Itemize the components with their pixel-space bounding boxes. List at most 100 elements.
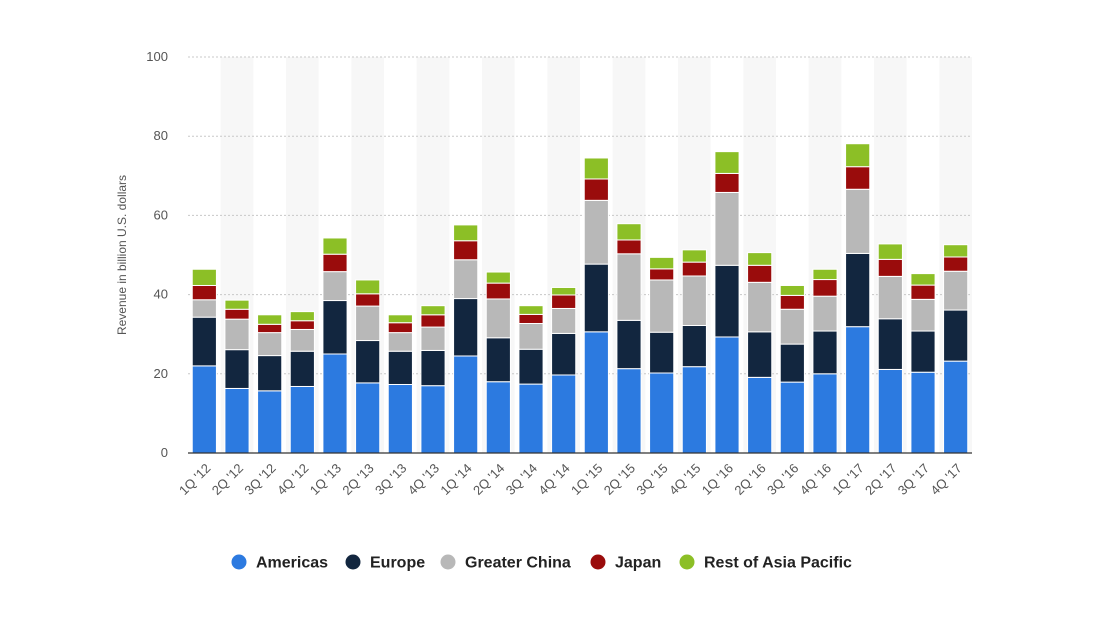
bar-segment[interactable]	[322, 300, 348, 355]
bar-segment[interactable]	[355, 305, 381, 342]
bar-segment[interactable]	[453, 240, 479, 261]
bar-segment[interactable]	[747, 252, 773, 266]
bar-segment[interactable]	[518, 313, 544, 325]
bar-segment[interactable]	[910, 273, 936, 286]
bar-segment[interactable]	[845, 166, 871, 190]
bar-segment[interactable]	[224, 299, 250, 310]
bar-segment[interactable]	[714, 191, 740, 266]
bar-segment[interactable]	[224, 387, 250, 454]
bar-segment[interactable]	[747, 376, 773, 454]
bar-segment[interactable]	[387, 383, 413, 454]
bar-segment[interactable]	[289, 311, 315, 322]
legend-item[interactable]: Europe	[345, 554, 426, 572]
bar-segment[interactable]	[257, 355, 283, 392]
bar-segment[interactable]	[355, 340, 381, 384]
bar-segment[interactable]	[420, 385, 446, 454]
bar-segment[interactable]	[551, 286, 577, 296]
bar-segment[interactable]	[485, 282, 511, 300]
bar-segment[interactable]	[355, 382, 381, 454]
legend-item[interactable]: Japan	[590, 554, 662, 572]
bar-segment[interactable]	[845, 252, 871, 328]
bar-segment[interactable]	[485, 271, 511, 284]
bar-segment[interactable]	[943, 244, 969, 258]
bar-segment[interactable]	[322, 253, 348, 273]
bar-segment[interactable]	[649, 331, 675, 374]
bar-segment[interactable]	[453, 259, 479, 300]
bar-segment[interactable]	[191, 268, 217, 286]
bar-segment[interactable]	[681, 324, 707, 368]
bar-segment[interactable]	[779, 308, 805, 345]
bar-segment[interactable]	[943, 270, 969, 311]
bar-segment[interactable]	[779, 294, 805, 310]
bar-segment[interactable]	[551, 307, 577, 334]
bar-segment[interactable]	[779, 284, 805, 296]
bar-segment[interactable]	[583, 157, 609, 180]
bar-segment[interactable]	[910, 330, 936, 373]
bar-segment[interactable]	[420, 326, 446, 351]
bar-segment[interactable]	[681, 275, 707, 326]
bar-segment[interactable]	[257, 323, 283, 334]
bar-segment[interactable]	[257, 314, 283, 325]
bar-segment[interactable]	[420, 349, 446, 387]
bar-segment[interactable]	[649, 268, 675, 281]
bar-segment[interactable]	[812, 330, 838, 375]
bar-segment[interactable]	[583, 178, 609, 201]
bar-segment[interactable]	[714, 336, 740, 454]
bar-segment[interactable]	[747, 264, 773, 283]
bar-segment[interactable]	[943, 360, 969, 454]
bar-segment[interactable]	[518, 383, 544, 454]
bar-segment[interactable]	[714, 264, 740, 338]
bar-segment[interactable]	[877, 258, 903, 277]
bar-segment[interactable]	[485, 337, 511, 383]
bar-segment[interactable]	[322, 271, 348, 302]
bar-segment[interactable]	[289, 320, 315, 330]
bar-segment[interactable]	[812, 373, 838, 454]
bar-segment[interactable]	[649, 256, 675, 270]
bar-segment[interactable]	[649, 372, 675, 454]
bar-segment[interactable]	[257, 332, 283, 357]
bar-segment[interactable]	[191, 299, 217, 318]
bar-segment[interactable]	[551, 332, 577, 376]
bar-segment[interactable]	[681, 366, 707, 454]
bar-segment[interactable]	[322, 237, 348, 255]
bar-segment[interactable]	[812, 295, 838, 332]
bar-segment[interactable]	[551, 294, 577, 309]
bar-segment[interactable]	[257, 390, 283, 454]
bar-segment[interactable]	[877, 275, 903, 320]
bar-segment[interactable]	[387, 350, 413, 385]
bar-segment[interactable]	[747, 331, 773, 378]
bar-segment[interactable]	[191, 284, 217, 301]
bar-segment[interactable]	[289, 385, 315, 454]
bar-segment[interactable]	[420, 305, 446, 316]
bar-segment[interactable]	[453, 298, 479, 357]
bar-segment[interactable]	[845, 326, 871, 454]
bar-segment[interactable]	[355, 279, 381, 295]
bar-segment[interactable]	[224, 349, 250, 389]
bar-segment[interactable]	[583, 263, 609, 333]
bar-segment[interactable]	[387, 322, 413, 334]
bar-segment[interactable]	[779, 381, 805, 454]
bar-segment[interactable]	[518, 323, 544, 350]
bar-segment[interactable]	[224, 318, 250, 351]
bar-segment[interactable]	[943, 309, 969, 362]
bar-segment[interactable]	[649, 279, 675, 333]
bar-segment[interactable]	[616, 253, 642, 321]
bar-segment[interactable]	[453, 224, 479, 242]
bar-segment[interactable]	[485, 381, 511, 454]
bar-segment[interactable]	[910, 284, 936, 300]
bar-segment[interactable]	[845, 188, 871, 254]
bar-segment[interactable]	[877, 368, 903, 454]
bar-segment[interactable]	[616, 239, 642, 255]
bar-segment[interactable]	[453, 355, 479, 454]
bar-segment[interactable]	[910, 298, 936, 332]
bar-segment[interactable]	[877, 318, 903, 370]
bar-segment[interactable]	[681, 249, 707, 263]
bar-segment[interactable]	[616, 223, 642, 241]
legend-item[interactable]: Greater China	[440, 554, 571, 572]
bar-segment[interactable]	[518, 305, 544, 315]
bar-segment[interactable]	[224, 308, 250, 320]
bar-segment[interactable]	[355, 293, 381, 307]
bar-segment[interactable]	[616, 368, 642, 454]
bar-segment[interactable]	[420, 314, 446, 328]
bar-segment[interactable]	[289, 350, 315, 387]
